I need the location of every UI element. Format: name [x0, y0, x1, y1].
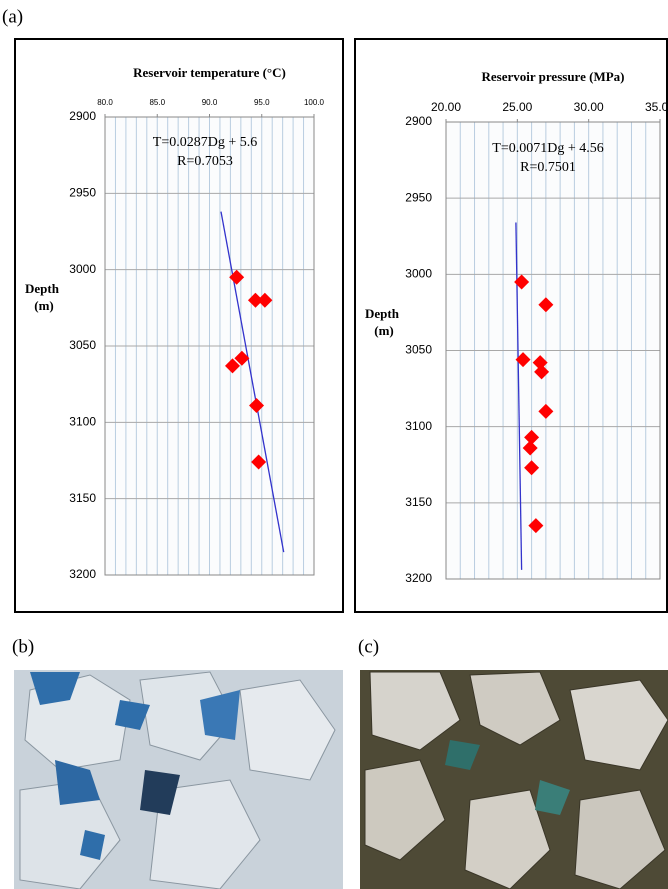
x-tick-label: 85.0	[149, 98, 165, 107]
chart-frame	[14, 38, 344, 613]
annotation: T=0.0071Dg + 4.56	[492, 141, 603, 156]
chart: 2900 2950 3000 3050 3100 3150 3200 80.0 85.0 90.0…	[25, 65, 325, 581]
data-point	[538, 297, 554, 313]
y-tick-label: 2900	[405, 114, 432, 128]
chart-title: Reservoir pressure (MPa)	[482, 69, 625, 84]
y-axis-label: Depth	[25, 281, 60, 296]
x-tick-label: 90.0	[202, 98, 218, 107]
y-tick-label: 3200	[405, 571, 432, 585]
x-tick-label: 25.00	[502, 100, 532, 114]
y-axis-label: Depth	[365, 306, 400, 321]
data-point	[257, 292, 273, 308]
y-tick-label: 2900	[69, 109, 96, 123]
data-point	[229, 269, 245, 285]
y-tick-label: 3050	[69, 338, 96, 352]
y-tick-label: 3150	[69, 491, 96, 505]
y-tick-label: 3050	[405, 343, 432, 357]
panel-label: (a)	[2, 6, 23, 27]
data-point	[534, 364, 550, 380]
y-axis-label: (m)	[34, 298, 54, 313]
y-tick-label: 2950	[405, 190, 432, 204]
y-tick-label: 3150	[405, 495, 432, 509]
x-tick-label: 30.00	[574, 100, 604, 114]
x-tick-label: 100.0	[304, 98, 325, 107]
panel-label: (c)	[358, 636, 379, 657]
photo-c	[360, 670, 668, 889]
annotation: R=0.7053	[177, 154, 233, 169]
data-point	[528, 518, 544, 534]
data-point	[234, 350, 250, 366]
chart: 2900 2950 3000 3050 3100 3150 3200 20.00 25.00 30…	[365, 69, 668, 585]
annotation: R=0.7501	[520, 160, 576, 175]
annotation: T=0.0287Dg + 5.6	[153, 135, 257, 150]
plot-border	[104, 116, 315, 576]
data-point	[532, 355, 548, 371]
y-tick-label: 3100	[69, 415, 96, 429]
data-point	[524, 429, 540, 445]
y-tick-label: 3000	[69, 262, 96, 276]
photo-b	[14, 670, 343, 889]
plot-border	[445, 121, 661, 580]
y-axis-label: (m)	[374, 323, 394, 338]
y-tick-label: 3200	[69, 567, 96, 581]
x-tick-label: 80.0	[97, 98, 113, 107]
data-point	[524, 460, 540, 476]
data-point	[538, 403, 554, 419]
data-point	[514, 274, 530, 290]
x-tick-label: 20.00	[431, 100, 461, 114]
data-point	[247, 292, 263, 308]
data-point	[251, 454, 267, 470]
data-point	[224, 358, 240, 374]
data-point	[515, 352, 531, 368]
y-tick-label: 2950	[69, 186, 96, 200]
chart-title: Reservoir temperature (°C)	[133, 65, 286, 80]
x-tick-label: 95.0	[254, 98, 270, 107]
data-point	[249, 398, 265, 414]
y-tick-label: 3100	[405, 419, 432, 433]
data-point	[522, 440, 538, 456]
x-tick-label: 35.00	[645, 100, 668, 114]
panel-label: (b)	[12, 636, 34, 657]
chart-frame	[354, 38, 668, 613]
y-tick-label: 3000	[405, 267, 432, 281]
trendline	[220, 211, 285, 553]
